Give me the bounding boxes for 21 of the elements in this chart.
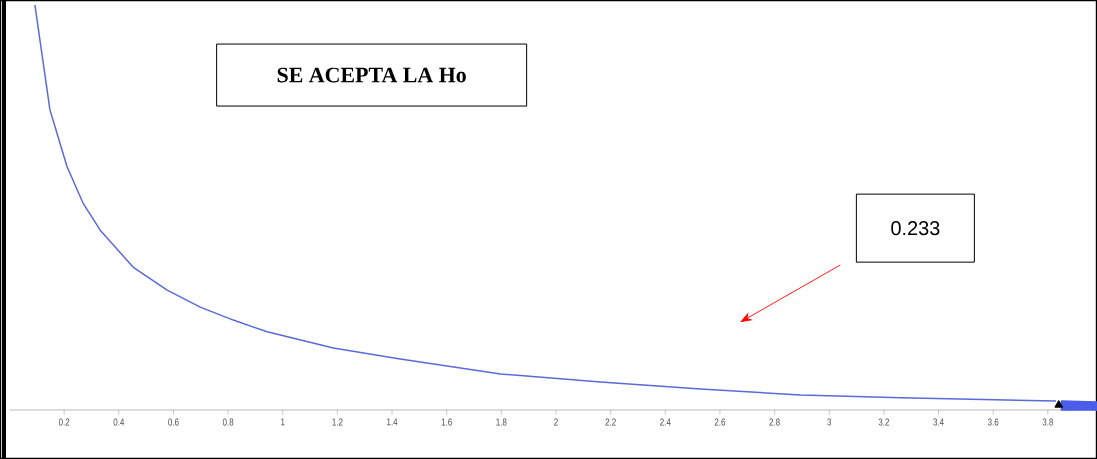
x-tick-label: 3	[827, 418, 832, 426]
x-tick-label: 1.8	[496, 418, 507, 426]
x-tick-label: 2.6	[714, 418, 726, 426]
x-tick-label: 2.8	[769, 418, 780, 426]
x-tick-label: 0.2	[58, 418, 70, 426]
annotation: 0.233	[891, 221, 940, 236]
x-tick-label: 1.2	[332, 418, 343, 426]
x-tick-label: 0.4	[113, 418, 125, 426]
x-tick-label: 2	[554, 418, 558, 426]
x-tick-label: 1.6	[441, 418, 452, 426]
x-tick-label: 0.8	[222, 418, 234, 426]
x-tick-label: 3.6	[987, 418, 999, 426]
x-tick-label: 3.4	[933, 418, 944, 426]
x-tick-label: 0.6	[168, 418, 179, 426]
annotation: SE ACEPTA LA Ho	[277, 67, 466, 83]
x-tick-label: 2.4	[660, 418, 671, 426]
x-tick-label: 1.4	[387, 418, 398, 426]
x-tick-label: 2.2	[605, 418, 616, 426]
x-tick-label: 3.2	[878, 418, 890, 426]
x-tick-label: 3.8	[1042, 418, 1053, 426]
x-tick-label: 1	[281, 418, 285, 426]
